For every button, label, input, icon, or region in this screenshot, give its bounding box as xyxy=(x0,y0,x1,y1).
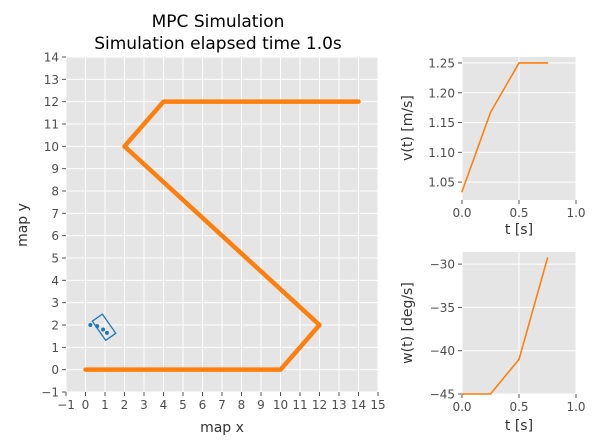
y-tick-label: 1.20 xyxy=(428,86,455,100)
x-axis-label: map x xyxy=(200,420,244,436)
figure-title: MPC Simulation Simulation elapsed time 1… xyxy=(94,12,342,54)
x-tick-label: 0.0 xyxy=(452,400,471,414)
y-tick-label: 7 xyxy=(51,207,59,221)
x-tick-label: 0.5 xyxy=(509,206,528,220)
y-tick-label: 11 xyxy=(44,118,59,132)
series-line-v xyxy=(461,62,549,193)
y-tick-label: −45 xyxy=(430,388,455,402)
y-tick-label: 0 xyxy=(51,363,59,377)
robot-trajectory-point xyxy=(104,330,109,335)
x-tick-label: 8 xyxy=(238,398,246,412)
y-tick-label: −30 xyxy=(430,258,455,272)
y-tick-label: −1 xyxy=(41,386,59,400)
robot-trajectory-point xyxy=(88,323,93,327)
y-axis-label: v(t) [m/s] xyxy=(400,95,416,161)
x-tick-label: 0 xyxy=(82,398,90,412)
robot-trajectory-point xyxy=(101,327,106,332)
x-tick-label: 11 xyxy=(292,398,307,412)
map-axes: −1 0 1 2 3 4 5 6 7 8 9 10 11 12 13 14 15−101234567891011… xyxy=(15,51,386,437)
x-tick-label: 0.5 xyxy=(509,400,528,414)
x-tick-label: 3 xyxy=(140,398,148,412)
y-tick-label: 9 xyxy=(51,162,59,176)
y-tick-label: 1.25 xyxy=(428,56,455,70)
chart-subtitle: Simulation elapsed time 1.0s xyxy=(94,34,342,54)
y-tick-label: 14 xyxy=(44,51,59,65)
y-tick-label: 3 xyxy=(51,296,59,310)
x-tick-label: 13 xyxy=(331,398,346,412)
x-tick-label: 10 xyxy=(273,398,288,412)
x-tick-label: 1 xyxy=(101,398,109,412)
robot xyxy=(91,313,117,342)
x-tick-label: 6 xyxy=(199,398,207,412)
x-tick-label: 5 xyxy=(179,398,187,412)
x-tick-label: 14 xyxy=(351,398,366,412)
x-tick-label: 15 xyxy=(370,398,385,412)
x-tick-label: 1.0 xyxy=(566,400,585,414)
y-tick-label: −35 xyxy=(430,301,455,315)
y-tick-label: 13 xyxy=(44,73,59,87)
angular-velocity-axes: 0.0 0.5 1.0 −45 −40 −35 −30 t [s] w(t) [deg/s] xyxy=(400,252,586,434)
y-tick-label: 1.05 xyxy=(428,176,455,190)
velocity-axes: 0.0 0.5 1.0 1.05 1.10 1.15 1.20 1.25 t [s] v(t) [… xyxy=(400,56,586,238)
chart-title: MPC Simulation xyxy=(152,12,285,32)
robot-body xyxy=(91,313,117,342)
x-tick-label: 9 xyxy=(257,398,265,412)
y-tick-label: 10 xyxy=(44,140,59,154)
reference-path-line xyxy=(83,99,361,372)
x-axis-label: t [s] xyxy=(505,418,533,434)
x-tick-label: 4 xyxy=(160,398,168,412)
y-tick-label: −40 xyxy=(430,344,455,358)
y-tick-label: 6 xyxy=(51,229,59,243)
series-line-w xyxy=(461,257,549,395)
x-tick-label: −1 xyxy=(57,398,75,412)
x-tick-label: 1.0 xyxy=(566,206,585,220)
x-tick-label: 0.0 xyxy=(452,206,471,220)
x-tick-label: 7 xyxy=(218,398,226,412)
robot-trajectory-point xyxy=(95,324,100,329)
y-tick-label: 1.10 xyxy=(428,146,455,160)
x-axis-label: t [s] xyxy=(505,222,533,238)
y-axis-label: w(t) [deg/s] xyxy=(400,282,416,364)
y-axis-label: map y xyxy=(15,203,31,247)
y-tick-label: 5 xyxy=(51,252,59,266)
x-tick-label: 2 xyxy=(121,398,129,412)
y-tick-label: 12 xyxy=(44,95,59,109)
y-tick-label: 1.15 xyxy=(428,116,455,130)
x-tick-label: 12 xyxy=(312,398,327,412)
y-tick-label: 2 xyxy=(51,319,59,333)
y-tick-label: 4 xyxy=(51,274,59,288)
y-tick-label: 8 xyxy=(51,185,59,199)
y-tick-label: 1 xyxy=(51,341,59,355)
